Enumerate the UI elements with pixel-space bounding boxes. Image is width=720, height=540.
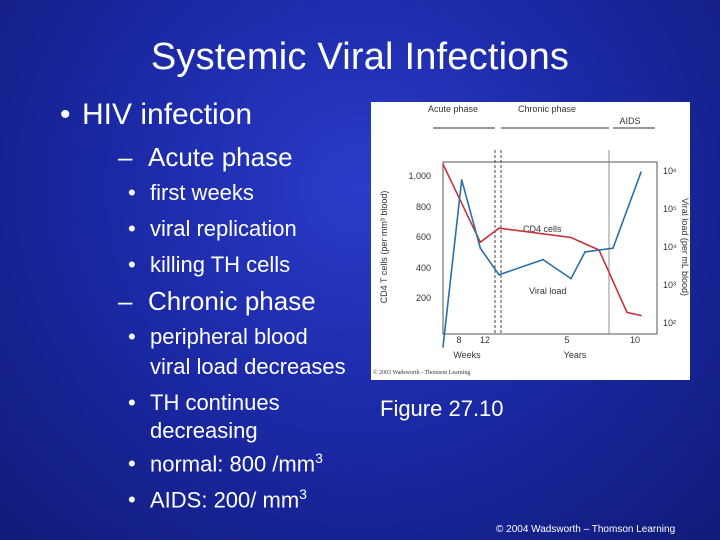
series-label-viral: Viral load bbox=[529, 286, 566, 296]
bullet-chronic-phase: – Chronic phase bbox=[118, 286, 316, 316]
series-line-viral-load bbox=[442, 171, 642, 348]
series-point bbox=[612, 280, 614, 282]
x-tick: 5 bbox=[564, 335, 569, 345]
series-point bbox=[542, 258, 544, 261]
series-point bbox=[460, 179, 463, 181]
superscript: 3 bbox=[299, 486, 307, 502]
series-point bbox=[640, 314, 642, 317]
series-point bbox=[584, 251, 586, 253]
bullet-chronic-item: • TH continues bbox=[128, 390, 280, 415]
series-point bbox=[612, 247, 614, 249]
series-point bbox=[570, 277, 572, 280]
right-tick: 10⁵ bbox=[663, 204, 677, 214]
right-tick: 10⁶ bbox=[663, 166, 677, 176]
series-point bbox=[498, 274, 500, 276]
footer-credit: © 2004 Wadsworth – Thomson Learning bbox=[496, 524, 676, 535]
bullet-acute-phase: – Acute phase bbox=[118, 142, 293, 172]
bullet-acute-item: • viral replication bbox=[128, 216, 297, 241]
slide-title: Systemic Viral Infections bbox=[150, 36, 570, 78]
right-tick: 10⁴ bbox=[663, 242, 677, 252]
hiv-chart: Acute phase Chronic phase AIDS 200 400 6… bbox=[373, 104, 690, 376]
series-point bbox=[442, 163, 444, 165]
x-tick: 8 bbox=[456, 335, 461, 345]
phase-label: AIDS bbox=[619, 116, 640, 126]
left-tick: 200 bbox=[416, 293, 431, 303]
series-layer bbox=[442, 163, 642, 348]
x-label: Years bbox=[564, 350, 587, 360]
right-tick: 10³ bbox=[663, 280, 676, 290]
bullet-chronic-item: • peripheral blood bbox=[128, 324, 308, 349]
left-axis-label: CD4 T cells (per mm³ blood) bbox=[379, 191, 389, 304]
bullet-chronic-item: • normal: 800 /mm3 bbox=[128, 450, 323, 477]
phase-label: Chronic phase bbox=[518, 104, 576, 114]
series-point bbox=[498, 227, 500, 229]
series-point bbox=[479, 241, 482, 243]
superscript: 3 bbox=[315, 450, 323, 466]
left-tick: 400 bbox=[416, 263, 431, 273]
right-axis-label: Viral load (per mL blood) bbox=[680, 198, 690, 296]
x-tick: 10 bbox=[630, 335, 640, 345]
series-point bbox=[640, 171, 642, 173]
bullet-hiv: • HIV infection bbox=[60, 98, 253, 131]
right-tick: 10² bbox=[663, 318, 676, 328]
series-point bbox=[479, 247, 482, 249]
figure-panel: Acute phase Chronic phase AIDS 200 400 6… bbox=[371, 102, 690, 380]
x-tick: 12 bbox=[480, 335, 490, 345]
left-tick: 800 bbox=[416, 202, 431, 212]
figure-label: Figure 27.10 bbox=[380, 396, 504, 421]
x-label: Weeks bbox=[453, 350, 481, 360]
series-line-cd4 bbox=[442, 163, 642, 317]
left-tick: 600 bbox=[416, 232, 431, 242]
left-tick: 1,000 bbox=[408, 171, 431, 181]
bullet-chronic-item: • AIDS: 200/ mm3 bbox=[128, 486, 307, 513]
bullet-acute-item: • killing TH cells bbox=[128, 252, 291, 277]
bullet-acute-item: • first weeks bbox=[128, 180, 254, 205]
series-point bbox=[626, 311, 628, 314]
bullet-chronic-item-cont: decreasing bbox=[150, 418, 258, 443]
series-label-cd4: CD4 cells bbox=[523, 224, 562, 234]
plot-frame bbox=[442, 161, 658, 335]
figure-credit: © 2003 Wadsworth - Thomson Learning bbox=[373, 369, 470, 376]
bullet-chronic-item-cont: viral load decreases bbox=[150, 354, 346, 379]
series-point bbox=[442, 346, 444, 348]
series-point bbox=[570, 236, 572, 239]
phase-label: Acute phase bbox=[428, 104, 478, 114]
